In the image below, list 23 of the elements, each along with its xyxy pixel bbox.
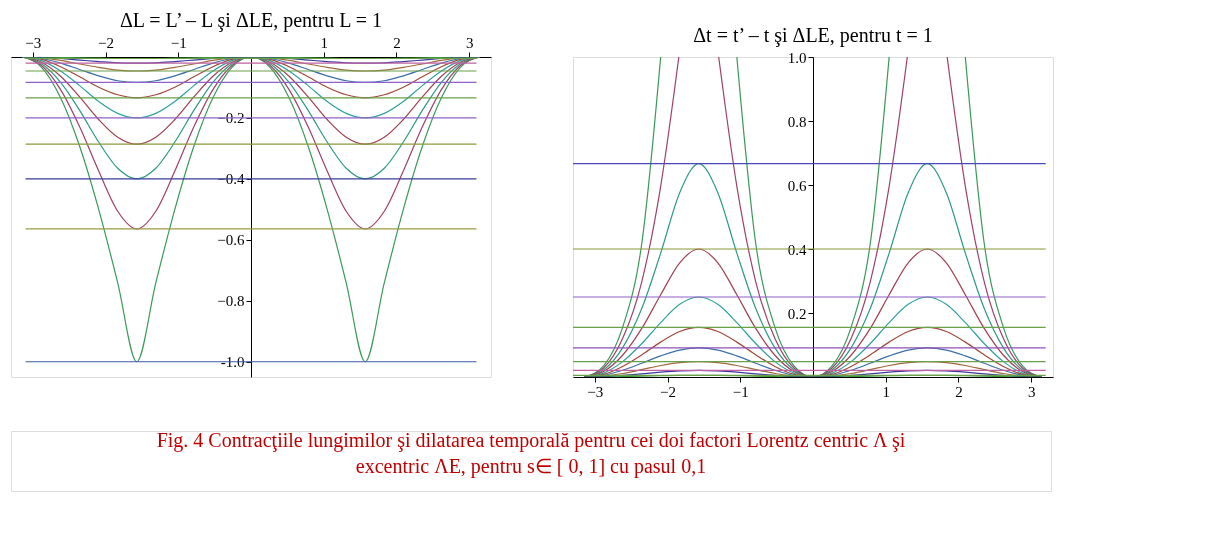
x-tick-label: −3: [25, 34, 42, 51]
caption: Fig. 4 Contracţiile lungimilor şi dilatarea temporală pentru cei doi factori Lorentz centric Λ şi excentric ΛE, pentru s∈ [ 0, 1] cu pasul 0,1: [156, 429, 906, 478]
x-tick-label: 1: [320, 34, 328, 51]
x-tick-label: 1: [882, 383, 890, 400]
y-tick-label: 1.0: [787, 49, 807, 66]
y-tick-label: −0.6: [217, 232, 245, 249]
x-tick-label: −1: [732, 383, 749, 400]
y-tick-label: 0.8: [787, 113, 807, 130]
chart-title: ΔL = L’ – L şi ΔLE, pentru L = 1: [119, 9, 383, 32]
y-tick-label: −0.8: [217, 293, 245, 310]
y-tick-label: 0.4: [787, 241, 807, 258]
x-tick-label: −2: [98, 34, 115, 51]
x-tick-label: 2: [955, 383, 963, 400]
y-tick-label: 0.2: [787, 305, 807, 322]
chart-title: Δt = t’ – t şi ΔLE, pentru t = 1: [693, 24, 933, 47]
y-tick-label: −0.2: [217, 110, 245, 127]
y-tick-label: 0.6: [787, 177, 807, 194]
x-tick-label: −2: [660, 383, 677, 400]
x-tick-label: 3: [1027, 383, 1036, 400]
x-tick-label: −3: [587, 383, 604, 400]
x-tick-label: 2: [393, 34, 401, 51]
x-tick-label: −1: [170, 34, 187, 51]
x-tick-label: 3: [465, 34, 474, 51]
